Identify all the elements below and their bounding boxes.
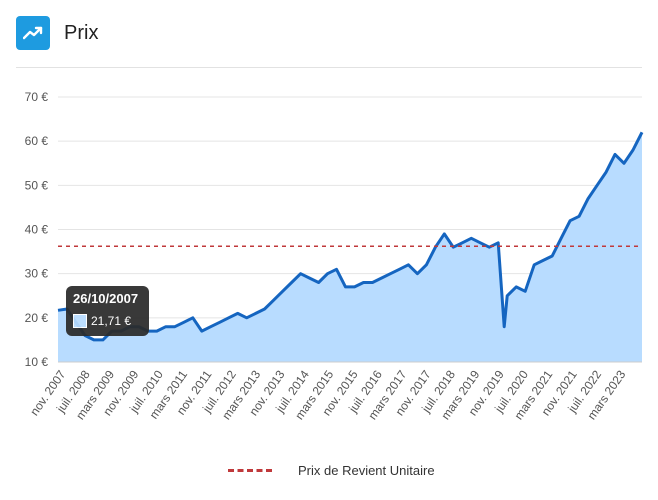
trending-up-icon [16,16,50,50]
tooltip-row: 21,71 € [73,314,131,328]
chart-legend[interactable]: Prix de Revient Unitaire [228,463,435,478]
legend-label: Prix de Revient Unitaire [298,463,435,478]
tooltip-swatch [73,314,87,328]
chart-title: Prix [64,21,99,44]
price-line [57,131,644,342]
y-tick-label: 30 € [25,267,49,281]
y-tick-label: 60 € [25,134,49,148]
tooltip-date: 26/10/2007 [73,291,139,306]
y-tick-label: 10 € [25,355,49,369]
chart-tooltip: 26/10/2007 21,71 € [66,286,149,336]
price-area [58,132,642,362]
chart-header: Prix [16,14,98,52]
y-tick-label: 50 € [25,178,49,192]
tooltip-value: 21,71 € [91,314,132,328]
y-tick-label: 40 € [25,223,49,237]
y-tick-label: 70 € [25,90,49,104]
legend-dash-icon [228,469,272,472]
y-axis: 10 € 20 € 30 € 40 € 50 € 60 € 70 € [25,90,49,369]
header-divider [16,67,642,68]
y-tick-label: 20 € [25,311,49,325]
